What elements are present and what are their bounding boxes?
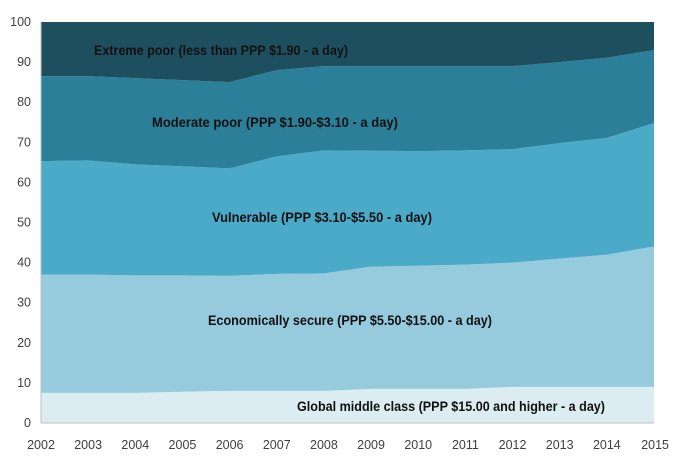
x-tick-label: 2011 — [452, 438, 479, 452]
series-labels-group: Global middle class (PPP $15.00 and high… — [94, 42, 605, 414]
area-series-3 — [41, 123, 654, 276]
y-tick-label: 40 — [17, 256, 31, 270]
x-tick-label: 2013 — [546, 438, 574, 452]
x-tick-label: 2012 — [499, 438, 527, 452]
y-tick-label: 90 — [17, 55, 31, 69]
y-tick-label: 80 — [17, 95, 31, 109]
x-tick-label: 2010 — [404, 438, 432, 452]
y-tick-label: 0 — [24, 416, 31, 430]
x-tick-label: 2008 — [310, 438, 338, 452]
x-tick-label: 2004 — [121, 438, 149, 452]
x-tick-label: 2007 — [263, 438, 291, 452]
area-series-group — [41, 22, 654, 423]
x-tick-label: 2009 — [357, 438, 385, 452]
y-tick-label: 60 — [17, 175, 31, 189]
area-series-5 — [41, 22, 654, 83]
y-tick-label: 100 — [10, 15, 31, 29]
series-label-1: Global middle class (PPP $15.00 and high… — [297, 398, 605, 414]
series-label-4: Moderate poor (PPP $1.90-$3.10 - a day) — [152, 114, 398, 130]
area-series-1 — [41, 386, 654, 423]
x-tick-label: 2006 — [216, 438, 244, 452]
x-tick-label: 2003 — [74, 438, 102, 452]
series-label-2: Economically secure (PPP $5.50-$15.00 - … — [208, 312, 492, 328]
x-tick-label: 2005 — [169, 438, 197, 452]
series-label-3: Vulnerable (PPP $3.10-$5.50 - a day) — [212, 209, 432, 225]
x-tick-label: 2015 — [641, 438, 669, 452]
y-tick-label: 50 — [17, 216, 31, 230]
y-tick-label: 20 — [17, 336, 31, 350]
y-tick-label: 30 — [17, 296, 31, 310]
series-label-5: Extreme poor (less than PPP $1.90 - a da… — [94, 42, 348, 58]
y-tick-label: 10 — [17, 376, 31, 390]
x-tick-label: 2014 — [593, 438, 621, 452]
x-tick-labels: 2002 2003 2004 2005 2006 2007 2008 2009 2010 2011… — [27, 438, 669, 452]
y-tick-labels: 0 10 20 30 40 50 60 70 80 90 100 — [10, 15, 31, 430]
axes-group — [40, 22, 654, 424]
y-tick-label: 70 — [17, 135, 31, 149]
x-tick-label: 2002 — [27, 438, 55, 452]
area-series-4 — [41, 50, 654, 169]
area-series-2 — [41, 246, 654, 393]
